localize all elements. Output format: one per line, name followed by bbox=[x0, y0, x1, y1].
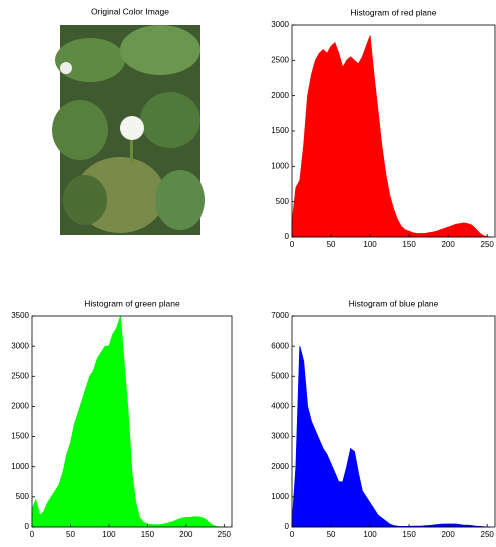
histogram-area bbox=[31, 315, 229, 528]
y-tick-label: 3000 bbox=[271, 432, 289, 441]
y-tick-label: 1000 bbox=[271, 492, 289, 501]
x-tick-label: 100 bbox=[102, 530, 116, 539]
y-tick-label: 3000 bbox=[11, 341, 29, 350]
y-tick-label: 6000 bbox=[271, 341, 289, 350]
x-tick-label: 250 bbox=[481, 240, 495, 249]
x-tick-label: 200 bbox=[441, 530, 455, 539]
y-tick-label: 500 bbox=[276, 197, 290, 206]
axes-box bbox=[31, 315, 233, 528]
y-tick-label: 2500 bbox=[271, 55, 289, 64]
y-tick-label: 1500 bbox=[11, 432, 29, 441]
x-tick-label: 200 bbox=[179, 530, 193, 539]
x-tick-label: 250 bbox=[481, 530, 495, 539]
y-tick-label: 0 bbox=[285, 522, 290, 531]
y-tick-label: 7000 bbox=[271, 311, 289, 320]
x-tick-label: 200 bbox=[441, 240, 455, 249]
y-tick-label: 2000 bbox=[271, 91, 289, 100]
x-tick-label: 0 bbox=[30, 530, 35, 539]
chart-title: Histogram of red plane bbox=[351, 7, 437, 17]
histogram-area bbox=[291, 345, 492, 528]
x-tick-label: 50 bbox=[327, 530, 336, 539]
y-tick-label: 1000 bbox=[271, 161, 289, 170]
y-tick-label: 5000 bbox=[271, 371, 289, 380]
y-tick-label: 0 bbox=[285, 232, 290, 241]
x-tick-label: 50 bbox=[327, 240, 336, 249]
y-tick-label: 1000 bbox=[11, 462, 29, 471]
photo bbox=[52, 25, 205, 235]
x-tick-label: 0 bbox=[290, 530, 295, 539]
x-tick-label: 100 bbox=[363, 240, 377, 249]
x-tick-label: 100 bbox=[363, 530, 377, 539]
y-tick-label: 1500 bbox=[271, 126, 289, 135]
histogram-area bbox=[291, 35, 492, 238]
chart-title: Histogram of blue plane bbox=[349, 298, 439, 308]
x-tick-label: 250 bbox=[218, 530, 232, 539]
x-tick-label: 150 bbox=[141, 530, 155, 539]
x-tick-label: 150 bbox=[402, 530, 416, 539]
y-tick-label: 0 bbox=[25, 522, 30, 531]
y-tick-label: 2000 bbox=[271, 462, 289, 471]
y-tick-label: 3000 bbox=[271, 20, 289, 29]
chart-title: Histogram of green plane bbox=[84, 298, 180, 308]
y-tick-label: 500 bbox=[16, 492, 30, 501]
y-tick-label: 4000 bbox=[271, 402, 289, 411]
y-tick-label: 3500 bbox=[11, 311, 29, 320]
y-tick-label: 2500 bbox=[11, 371, 29, 380]
y-tick-label: 2000 bbox=[11, 402, 29, 411]
image-title: Original Color Image bbox=[91, 6, 169, 16]
axes-box bbox=[291, 315, 496, 528]
x-tick-label: 0 bbox=[290, 240, 295, 249]
x-tick-label: 150 bbox=[402, 240, 416, 249]
x-tick-label: 50 bbox=[66, 530, 75, 539]
